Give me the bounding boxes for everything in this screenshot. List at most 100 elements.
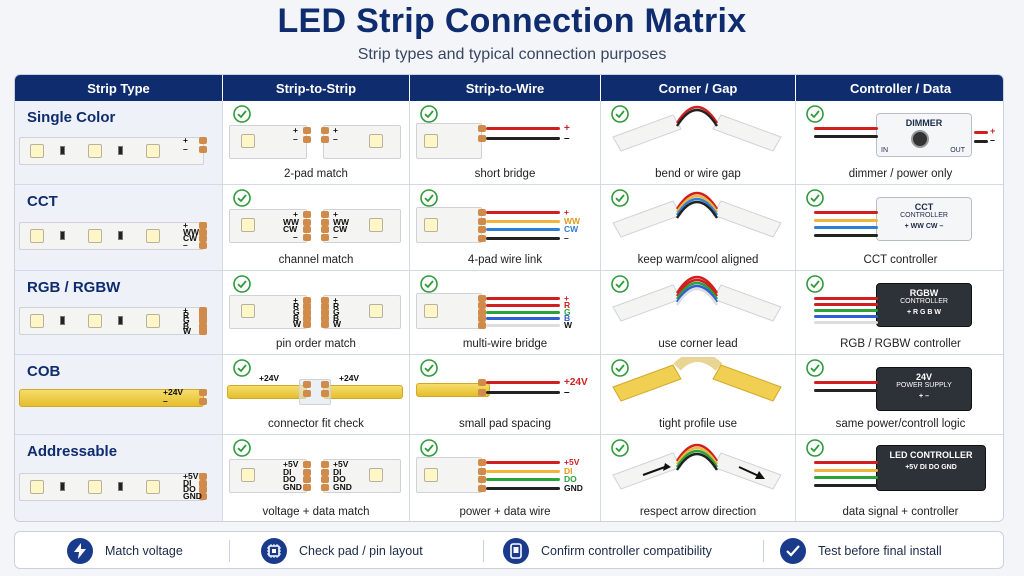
cell-caption: respect arrow direction (639, 506, 757, 518)
solder-pad (303, 315, 311, 322)
led-strip (19, 307, 204, 335)
pin-label: + (183, 305, 188, 315)
led-chip (369, 218, 383, 232)
corner-gap-cell: use corner lead (601, 271, 796, 355)
led-strip (323, 209, 401, 243)
pin-label: DI (183, 477, 192, 488)
wire-label: + (564, 207, 569, 217)
column-header-strip-to-wire: Strip-to-Wire (410, 75, 601, 101)
wire (486, 297, 560, 300)
pin-label: W (293, 319, 302, 329)
wire (486, 391, 560, 394)
resistor (118, 316, 123, 325)
cell-caption: connector fit check (268, 418, 364, 430)
wire (486, 228, 560, 231)
wire-label: W (564, 320, 573, 331)
lightning-icon (67, 538, 93, 564)
led-chip (241, 468, 255, 482)
pin-label: + (293, 209, 298, 219)
strip-to-wire-cell: +5V DI DO GND power + data wire (410, 435, 601, 521)
wire (974, 140, 988, 143)
solder-pad (199, 146, 207, 153)
controller-title: RGBW (909, 288, 939, 298)
strip-to-wire-cell: + – short bridge (410, 101, 601, 185)
solder-pad (478, 476, 486, 483)
pin-label: + (293, 125, 298, 135)
strip-type-cell: CCT + WW CW – (15, 185, 223, 271)
cell-caption: same power/controll logic (835, 418, 966, 430)
pin-label: +5V (183, 471, 199, 481)
wire-label: WW (564, 215, 581, 226)
solder-pad (199, 228, 207, 236)
cell-caption: pin order match (276, 338, 356, 350)
controller-cell: 24V POWER SUPPLY + – same power/controll lo… (796, 355, 1003, 435)
pin-label: GND (283, 481, 302, 492)
led-strip (19, 473, 204, 501)
led-chip (424, 304, 438, 318)
row-label: COB (27, 363, 61, 380)
cell-caption: CCT controller (863, 254, 938, 266)
wire (814, 233, 878, 237)
pin-label: G (293, 307, 300, 317)
corner-diagram (612, 275, 782, 322)
controller-box: RGBW CONTROLLER + R G B W (876, 283, 972, 327)
led-chip (424, 218, 438, 232)
corner-gap-cell: tight profile use (601, 355, 796, 435)
cob-strip (323, 385, 403, 399)
led-chip (369, 468, 383, 482)
check-icon (806, 439, 824, 457)
controller-pins: + R G B W (906, 309, 942, 316)
led-chip (146, 314, 160, 328)
cell-caption: use corner lead (658, 338, 738, 350)
connection-matrix: Strip Type Strip-to-Strip Strip-to-Wire … (14, 74, 1004, 522)
legend-divider (763, 540, 764, 562)
legend-divider (483, 540, 484, 562)
wire (814, 468, 878, 472)
pin-label: – (183, 239, 188, 250)
resistor (60, 316, 65, 325)
pin-label: – (183, 144, 188, 154)
pin-label: +24V (259, 373, 280, 383)
wire (486, 478, 560, 481)
solder-pad (478, 389, 486, 396)
strip-type-cell: COB +24V – (15, 355, 223, 435)
solder-pad (303, 127, 311, 134)
check-icon (420, 105, 438, 123)
pin-label: – (293, 134, 298, 144)
corner-diagram (612, 443, 782, 490)
pin-label: B (183, 320, 190, 331)
wire (486, 127, 560, 130)
controller-in-label: IN (881, 147, 888, 154)
solder-pad (303, 321, 311, 328)
wire (814, 309, 878, 312)
solder-pad (478, 459, 486, 466)
pin-label: G (183, 315, 190, 326)
solder-pad (321, 211, 329, 218)
strip-type-cell: RGB / RGBW + R G B W (15, 271, 223, 355)
pin-label: + (183, 135, 188, 145)
row-label: CCT (27, 193, 58, 210)
corner-gap-cell: bend or wire gap (601, 101, 796, 185)
solder-pad (478, 467, 486, 475)
solder-pad (303, 461, 311, 468)
pin-label: R (183, 310, 190, 321)
column-header-strip-type: Strip Type (15, 75, 223, 101)
wire (814, 226, 878, 229)
wire (486, 219, 560, 223)
wire-label: DI (564, 465, 573, 476)
pin-label: CW (333, 224, 348, 234)
check-icon (611, 105, 629, 123)
strip-to-strip-cell: +24V +24V connector fit check (223, 355, 410, 435)
wire (486, 324, 560, 328)
solder-pad (478, 308, 486, 316)
legend-label: Match voltage (105, 544, 183, 558)
cell-caption: dimmer / power only (848, 168, 953, 180)
solder-pad (321, 483, 329, 491)
led-chip (241, 134, 255, 148)
solder-pad (303, 468, 311, 476)
wire-label: – (564, 387, 570, 398)
solder-pad (478, 315, 486, 323)
pin-label: W (183, 325, 192, 336)
wire (486, 469, 560, 473)
